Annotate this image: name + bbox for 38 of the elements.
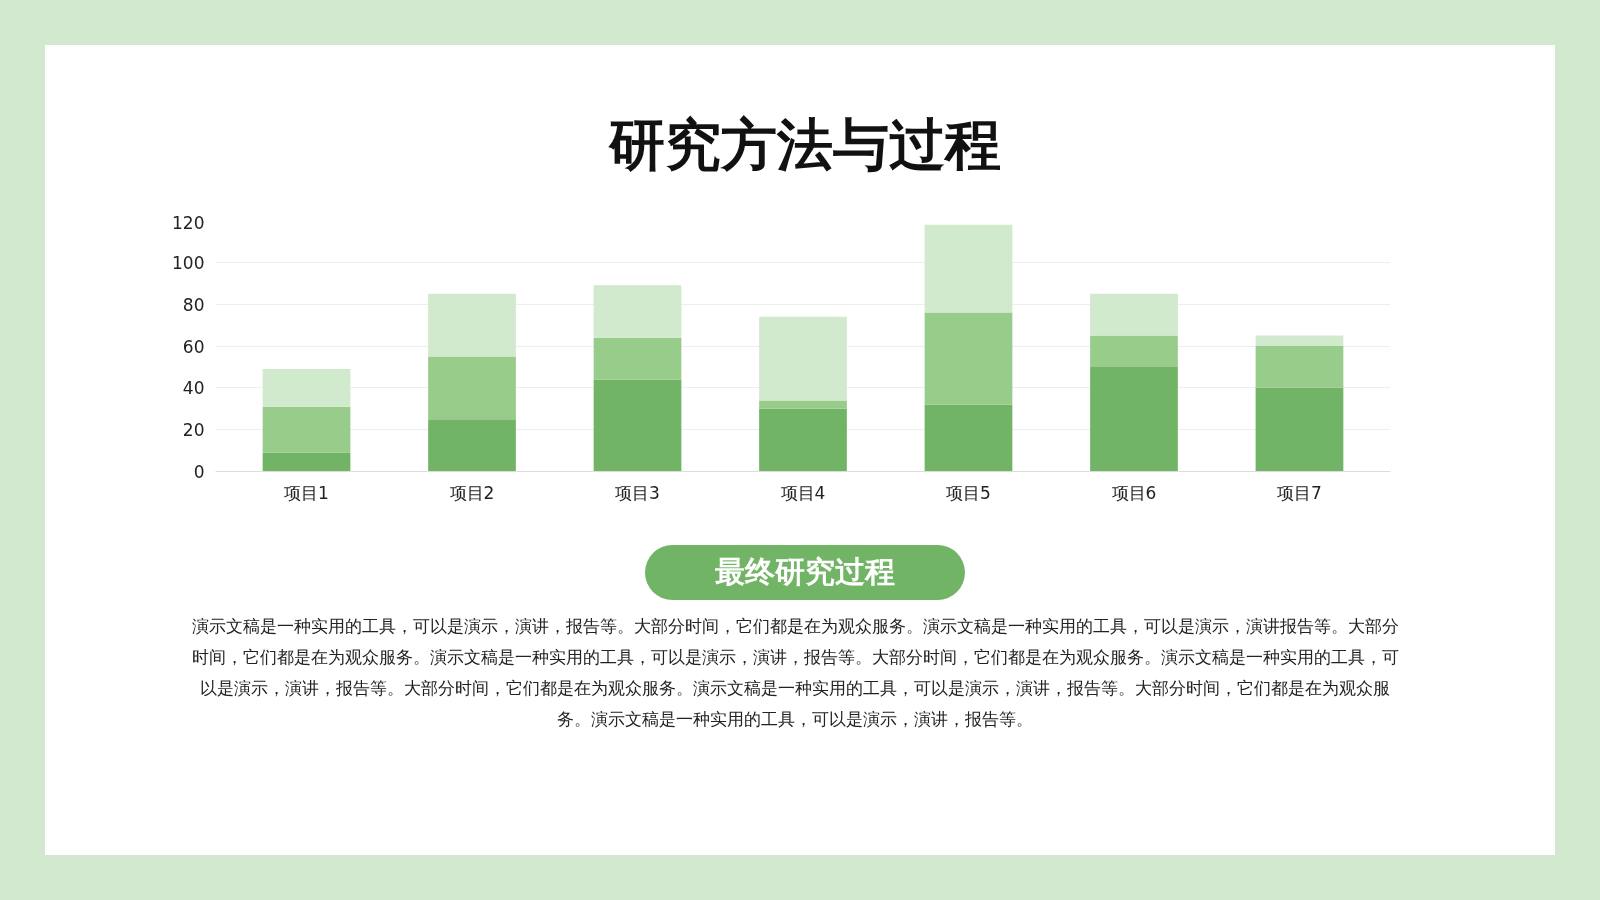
y-tick-label: 120 bbox=[172, 212, 205, 233]
bar bbox=[593, 337, 682, 380]
y-tick-label: 100 bbox=[172, 252, 205, 273]
bar bbox=[759, 400, 847, 409]
chart-title: 研究方法与过程 bbox=[609, 111, 1001, 179]
bar bbox=[759, 316, 847, 401]
bar bbox=[593, 379, 682, 472]
x-tick-label: 项目1 bbox=[284, 482, 329, 503]
bar bbox=[1090, 335, 1178, 367]
bar bbox=[759, 408, 847, 472]
bar bbox=[262, 452, 351, 472]
y-tick-label: 60 bbox=[182, 336, 205, 357]
bar bbox=[1255, 346, 1344, 388]
bar bbox=[1090, 366, 1178, 472]
bar bbox=[1255, 335, 1344, 346]
x-tick-label: 项目7 bbox=[1277, 482, 1322, 503]
bar bbox=[1255, 387, 1344, 472]
bar bbox=[428, 356, 516, 420]
bar bbox=[924, 404, 1013, 472]
x-tick-label: 项目4 bbox=[780, 482, 826, 503]
y-tick-label: 80 bbox=[182, 294, 205, 315]
x-tick-label: 项目3 bbox=[615, 482, 660, 503]
text: 演示文稿是一种实用的工具，可以是演示，演讲，报告等。大部分时间，它们都是在为观众服务。演示文稿是一种实用的工具，可以是演示，演讲报告等。大部分时间，它们都是在为观众服务。演示文稿是一种实用的工具，可以是演示，演讲，报告等。大部分时间，它们都是在为观众服务。演示文稿是一种实用的工具，可以是演示，演讲，报告等。大部分时间，它们都是在为观众服务。演示文稿是一种实用的工具，可以是演示，演讲，报告等。大部分时间，它们都是在为观众服务。演示文稿是一种实用的工具，可以是演示，演讲，报告等。 bbox=[190, 614, 1400, 731]
y-tick-label: 40 bbox=[182, 378, 205, 399]
x-tick-label: 项目6 bbox=[1111, 482, 1157, 503]
y-tick-label: 0 bbox=[193, 462, 205, 482]
x-tick-label: 项目5 bbox=[946, 482, 991, 503]
bar bbox=[262, 406, 351, 453]
bar bbox=[924, 312, 1013, 405]
x-tick-label: 项目2 bbox=[449, 482, 495, 503]
bar bbox=[428, 293, 516, 357]
bar bbox=[924, 224, 1013, 313]
text: 最终研究过程 bbox=[645, 545, 965, 600]
bar bbox=[428, 419, 516, 472]
y-tick-label: 20 bbox=[182, 420, 205, 441]
bar bbox=[593, 285, 682, 338]
bar bbox=[1090, 293, 1178, 336]
bar bbox=[262, 369, 351, 407]
